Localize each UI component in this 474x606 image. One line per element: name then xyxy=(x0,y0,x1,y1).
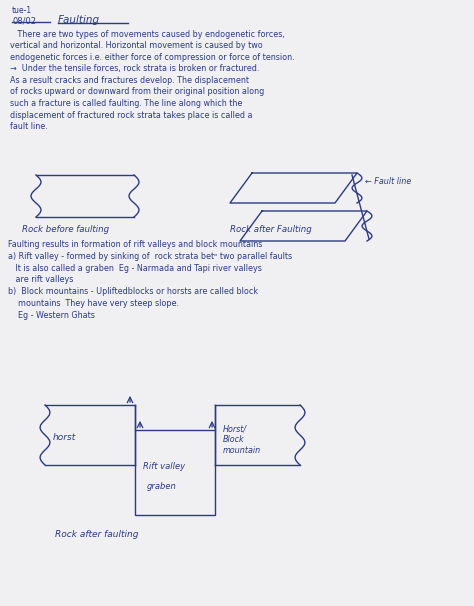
Text: b)  Block mountains - Upliftedblocks or horsts are called block: b) Block mountains - Upliftedblocks or h… xyxy=(8,287,258,296)
Text: 08/02: 08/02 xyxy=(12,16,36,25)
Text: Faulting results in formation of rift valleys and block mountains: Faulting results in formation of rift va… xyxy=(8,240,263,249)
Text: Faulting: Faulting xyxy=(58,15,100,25)
Text: are rift valleys: are rift valleys xyxy=(8,275,73,284)
Text: endogenetic forces i.e. either force of compression or force of tension.: endogenetic forces i.e. either force of … xyxy=(10,53,295,62)
Text: Rock before faulting: Rock before faulting xyxy=(22,225,109,234)
Bar xyxy=(135,430,215,515)
Text: graben: graben xyxy=(147,482,177,491)
Text: vertical and horizontal. Horizontal movement is caused by two: vertical and horizontal. Horizontal move… xyxy=(10,41,263,50)
Text: fault line.: fault line. xyxy=(10,122,48,131)
Text: ← Fault line: ← Fault line xyxy=(365,177,411,186)
Text: There are two types of movements caused by endogenetic forces,: There are two types of movements caused … xyxy=(10,30,285,39)
Text: It is also called a graben  Eg - Narmada and Tapi river valleys: It is also called a graben Eg - Narmada … xyxy=(8,264,262,273)
Text: Rift valley: Rift valley xyxy=(143,462,185,471)
Text: a) Rift valley - formed by sinking of  rock strata betᵒ two parallel faults: a) Rift valley - formed by sinking of ro… xyxy=(8,252,292,261)
Text: As a result cracks and fractures develop. The displacement: As a result cracks and fractures develop… xyxy=(10,76,249,85)
Text: of rocks upward or downward from their original position along: of rocks upward or downward from their o… xyxy=(10,87,264,96)
Text: such a fracture is called faulting. The line along which the: such a fracture is called faulting. The … xyxy=(10,99,242,108)
Text: horst: horst xyxy=(53,433,76,442)
Text: tue-1: tue-1 xyxy=(12,6,32,15)
Text: Rock after faulting: Rock after faulting xyxy=(55,530,138,539)
Text: mountains  They have very steep slope.: mountains They have very steep slope. xyxy=(8,299,179,308)
Text: Eg - Western Ghats: Eg - Western Ghats xyxy=(8,311,95,320)
Text: Horst/
Block
mountain: Horst/ Block mountain xyxy=(223,425,261,454)
Text: Rock after Faulting: Rock after Faulting xyxy=(230,225,312,234)
Text: displacement of fractured rock strata takes place is called a: displacement of fractured rock strata ta… xyxy=(10,110,253,119)
Text: →  Under the tensile forces, rock strata is broken or fractured.: → Under the tensile forces, rock strata … xyxy=(10,64,259,73)
